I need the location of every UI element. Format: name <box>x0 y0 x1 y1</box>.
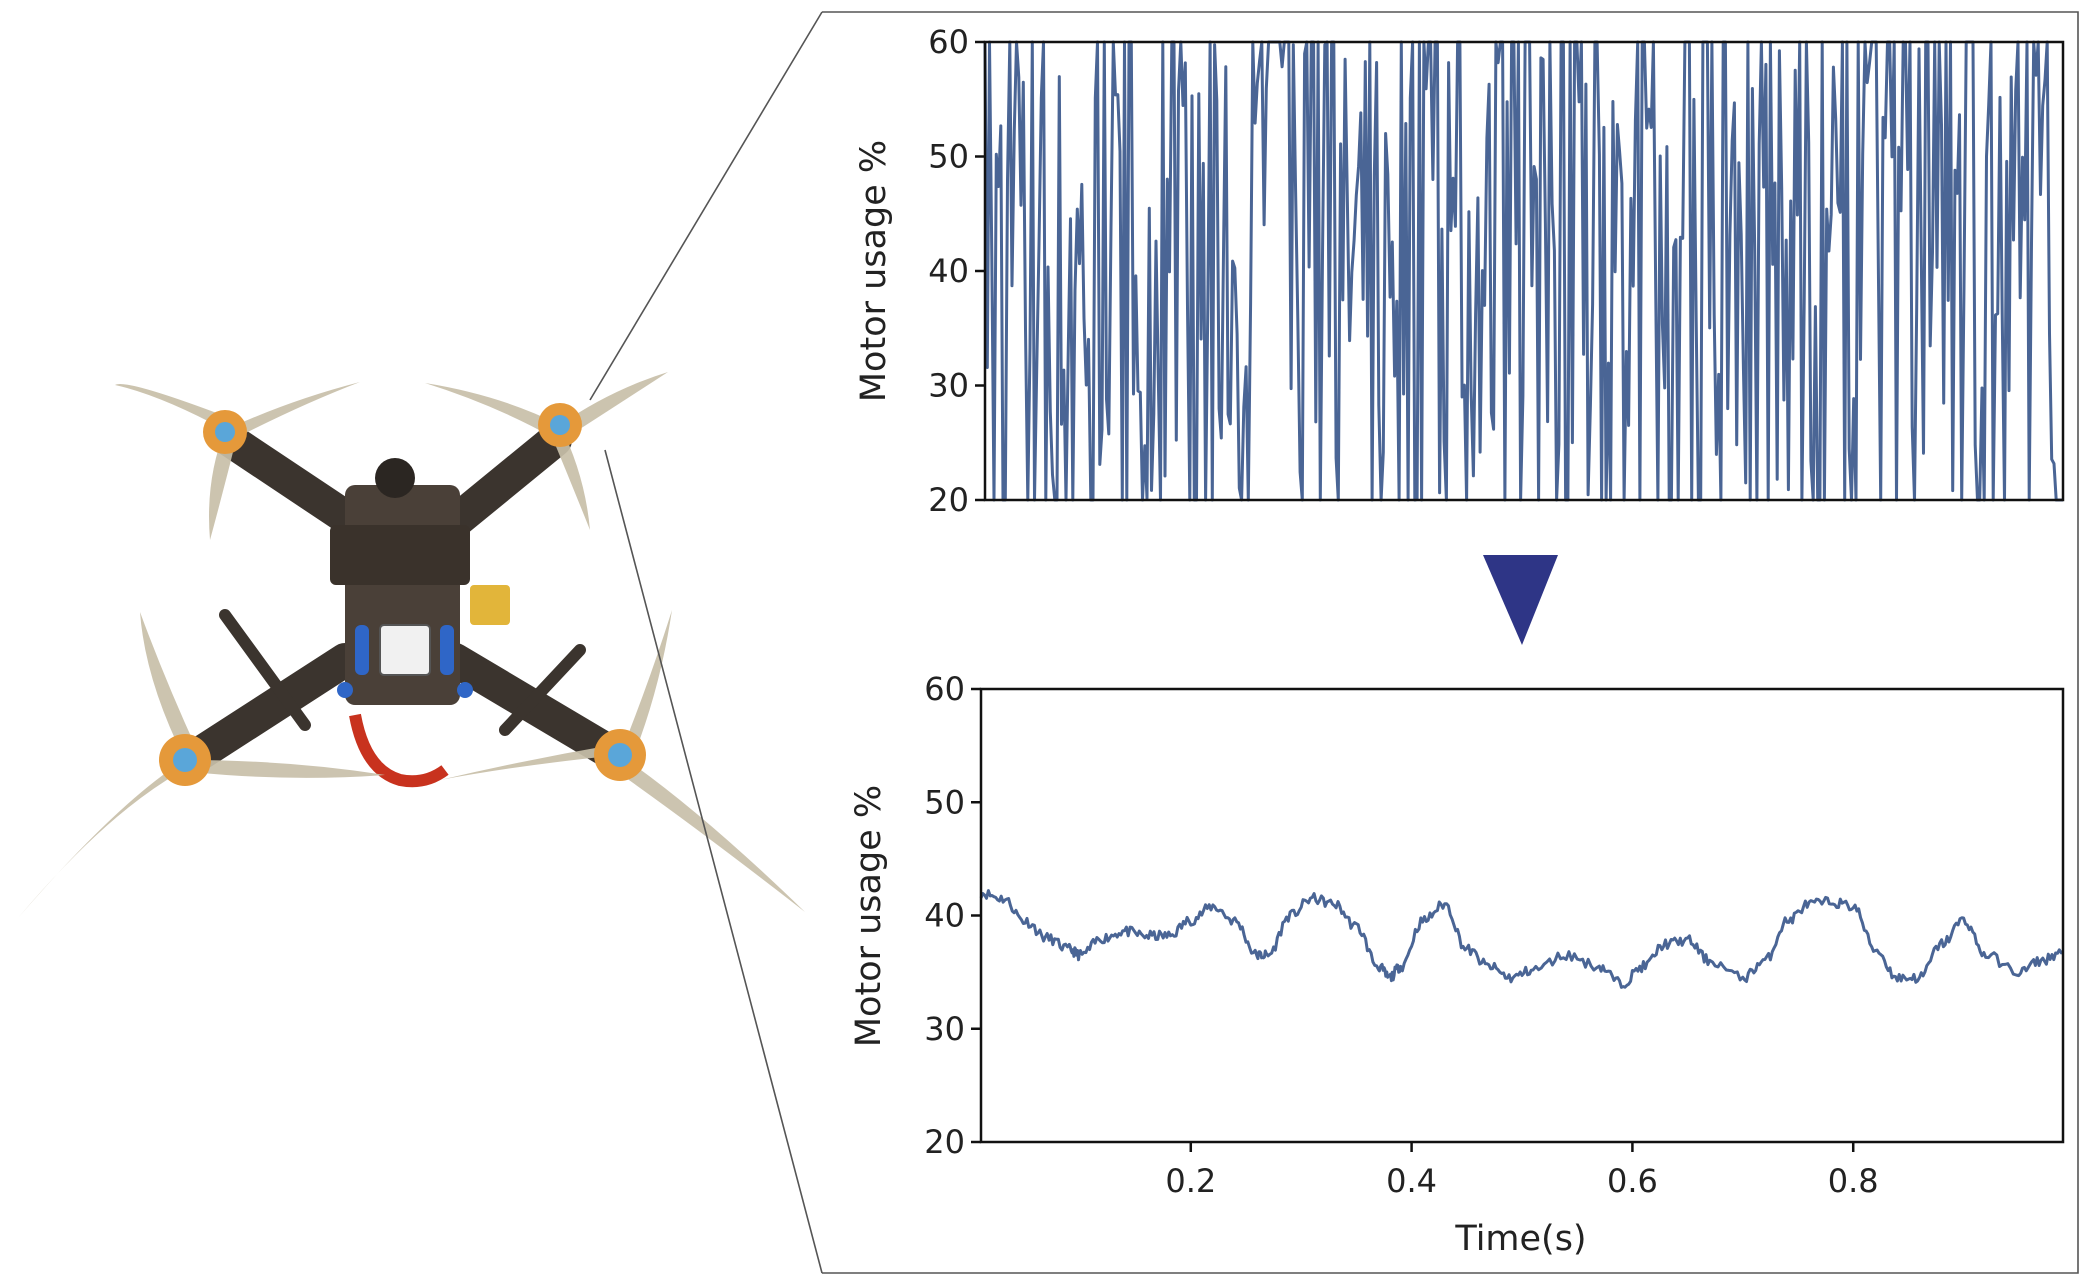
series-line <box>979 889 2064 989</box>
drone-antenna-right <box>499 644 586 736</box>
drone-camera-icon <box>375 458 415 498</box>
propeller-blade <box>560 372 668 438</box>
drone-top-plate <box>330 525 470 585</box>
inset-frame <box>822 11 2079 1274</box>
drone-flight-controller <box>379 624 431 676</box>
y-tick-label: 60 <box>928 23 969 61</box>
y-tick-label: 50 <box>924 783 965 821</box>
motor-cap <box>215 422 235 442</box>
y-tick-label: 40 <box>928 252 969 290</box>
zoom-line-top <box>589 11 823 401</box>
y-tick-label: 20 <box>928 481 969 519</box>
y-tick-label: 60 <box>924 670 965 708</box>
drone-standoff <box>355 625 369 675</box>
y-tick-label: 30 <box>928 367 969 405</box>
series-filtered <box>979 889 2064 989</box>
propeller-blade <box>550 425 590 530</box>
y-tick-label: 20 <box>924 1123 965 1161</box>
series-line <box>983 40 2063 502</box>
drone-screw <box>337 682 353 698</box>
plot-frame <box>979 687 2065 1144</box>
zoom-connector-lines <box>589 11 2079 1274</box>
propeller-blade <box>209 430 238 540</box>
propeller-blade <box>18 760 185 918</box>
drone-arm-rear-right <box>438 643 632 772</box>
x-tick-label: 0.8 <box>1828 1162 1879 1200</box>
y-tick-label: 40 <box>924 897 965 935</box>
zoom-line-bottom <box>604 449 823 1274</box>
motor-cap <box>173 748 197 772</box>
x-tick-label: 0.6 <box>1607 1162 1658 1200</box>
x-axis-label: Time(s) <box>1454 1219 1586 1259</box>
chart-raw-motor-usage: 20 30 40 50 60 Motor usage % <box>854 23 2065 519</box>
series-raw <box>983 40 2063 502</box>
drone-arm-front-left <box>213 423 382 547</box>
drone-arm-front-right <box>428 423 572 547</box>
y-axis: 20 30 40 50 60 <box>924 670 981 1161</box>
y-axis: 20 30 40 50 60 <box>928 23 985 519</box>
propeller-blade <box>185 760 385 778</box>
drone-screw <box>457 682 473 698</box>
arrow-down-icon <box>1483 555 1558 645</box>
propeller-blade <box>225 382 360 440</box>
x-axis: 0.2 0.4 0.6 0.8 <box>1165 1142 1879 1200</box>
motor-cap <box>550 415 570 435</box>
propeller-blade <box>612 755 805 912</box>
drone-battery-lead <box>349 713 449 788</box>
drone-arm-rear-left <box>173 643 362 777</box>
chart-filtered-motor-usage: 20 30 40 50 60 0.2 0.4 0.6 0.8 Motor usage % Ti… <box>849 670 2065 1259</box>
y-tick-label: 30 <box>924 1010 965 1048</box>
drone-antenna-left <box>219 609 311 731</box>
y-axis-label: Motor usage % <box>849 785 889 1047</box>
drone-standoff <box>440 625 454 675</box>
y-axis-label: Motor usage % <box>854 140 894 402</box>
motor-cap <box>608 743 632 767</box>
drone-icon <box>18 372 805 918</box>
y-tick-label: 50 <box>928 138 969 176</box>
x-tick-label: 0.2 <box>1165 1162 1216 1200</box>
x-tick-label: 0.4 <box>1386 1162 1437 1200</box>
drone-xt60-connector <box>470 585 510 625</box>
propeller-blade <box>440 745 620 780</box>
propeller-blade <box>140 612 198 760</box>
propeller-blade <box>620 610 672 760</box>
